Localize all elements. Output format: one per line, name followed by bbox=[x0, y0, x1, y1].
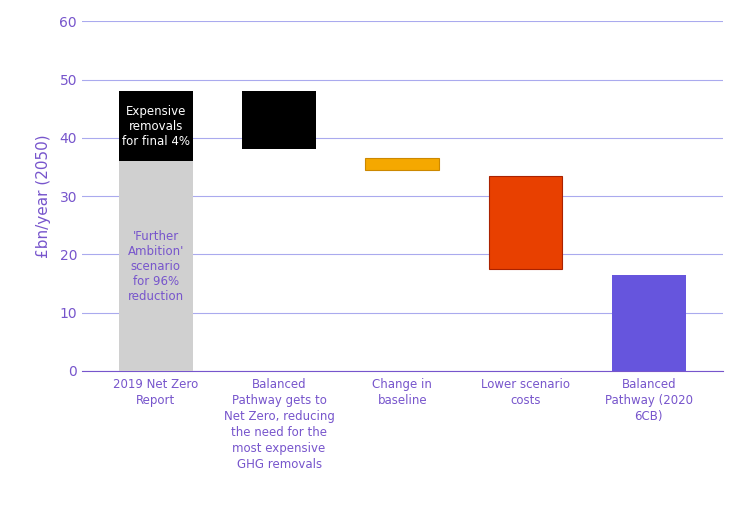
Bar bbox=[489, 176, 562, 269]
Bar bbox=[242, 91, 316, 149]
Text: Expensive
removals
for final 4%: Expensive removals for final 4% bbox=[122, 104, 190, 148]
Bar bbox=[365, 158, 440, 170]
Text: 'Further
Ambition'
scenario
for 96%
reduction: 'Further Ambition' scenario for 96% redu… bbox=[127, 229, 184, 303]
Bar bbox=[119, 91, 193, 161]
Bar bbox=[119, 161, 193, 371]
Y-axis label: £bn/year (2050): £bn/year (2050) bbox=[36, 134, 51, 258]
Bar bbox=[612, 275, 685, 371]
